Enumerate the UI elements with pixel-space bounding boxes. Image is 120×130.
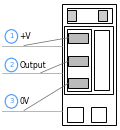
Bar	[62, 4, 116, 125]
Text: +V: +V	[19, 32, 31, 41]
Bar	[67, 8, 112, 23]
Bar	[67, 10, 76, 21]
Text: 2: 2	[9, 62, 14, 68]
Bar	[64, 26, 113, 94]
Bar	[67, 29, 91, 91]
Text: 0V: 0V	[19, 97, 30, 106]
Text: 1: 1	[9, 33, 14, 39]
Bar	[91, 107, 106, 122]
Bar	[94, 30, 109, 90]
Bar	[98, 10, 107, 21]
Bar	[67, 107, 83, 122]
Bar	[68, 78, 88, 88]
Text: 3: 3	[9, 98, 14, 104]
Bar	[68, 56, 88, 66]
Bar	[68, 32, 88, 43]
Text: Output: Output	[19, 60, 46, 70]
